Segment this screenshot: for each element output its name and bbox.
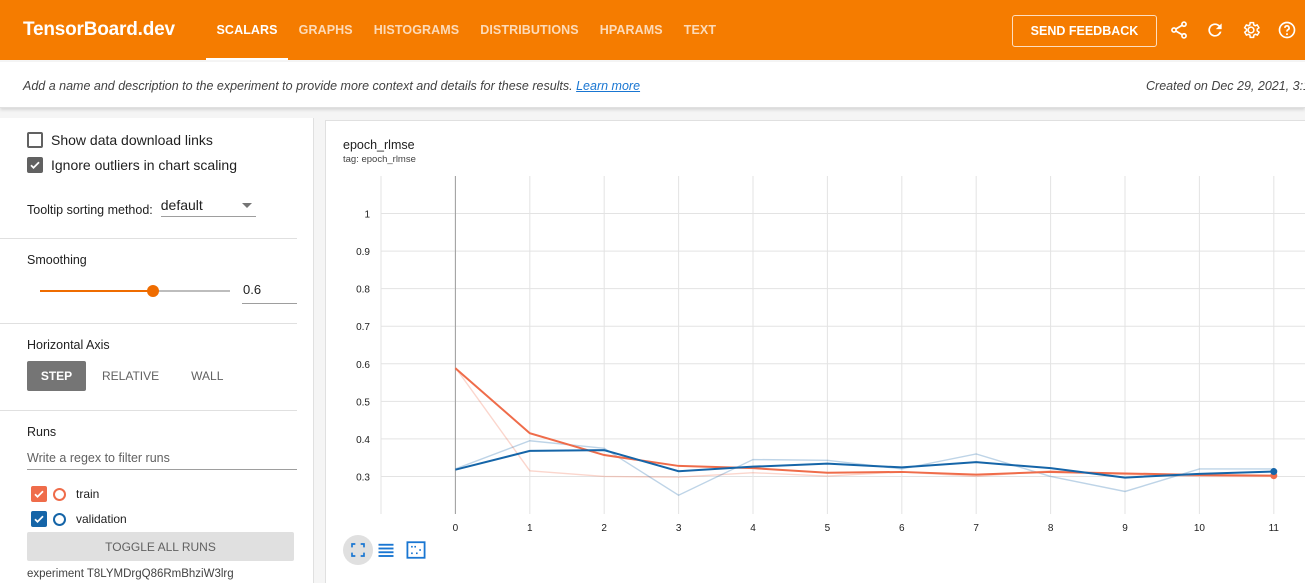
x-tick-label: 0: [453, 523, 459, 534]
runs-title: Runs: [27, 425, 57, 439]
refresh-icon[interactable]: [1204, 19, 1226, 41]
axis-relative-button[interactable]: RELATIVE: [102, 369, 160, 383]
run-color-circle-icon[interactable]: [53, 487, 66, 501]
x-tick-label: 1: [527, 523, 533, 534]
x-tick-label: 4: [750, 523, 756, 534]
log-scale-icon[interactable]: [371, 535, 401, 565]
y-tick-label: 0.5: [356, 397, 370, 408]
line-chart[interactable]: 0.30.40.50.60.70.80.910 1 2 3 4 5 6 7 8 9 10 11: [326, 121, 1305, 583]
axis-wall-button[interactable]: WALL: [191, 369, 224, 383]
series-end-point: [1270, 468, 1278, 476]
run-color-circle-icon[interactable]: [53, 512, 66, 526]
smoothing-value-input[interactable]: 0.6: [242, 279, 297, 304]
created-date: Created on Dec 29, 2021, 3:19: [1146, 79, 1305, 93]
top-app-bar: TensorBoard.dev SCALARS GRAPHS HISTOGRAM…: [0, 0, 1305, 60]
description-prompt[interactable]: Add a name and description to the experi…: [23, 79, 573, 93]
checkbox-checked-icon[interactable]: [31, 486, 47, 502]
x-tick-label: 8: [1048, 523, 1054, 534]
tooltip-sorting-select[interactable]: default: [160, 197, 256, 217]
description-text: Add a name and description to the experi…: [23, 79, 640, 93]
section-divider: [0, 410, 297, 411]
checkbox-checked-icon[interactable]: [27, 157, 43, 173]
smoothed-series-line: [455, 449, 1274, 479]
x-tick-label: 3: [676, 523, 682, 534]
show-download-links-label: Show data download links: [51, 132, 213, 148]
y-tick-label: 0.3: [356, 472, 370, 483]
tab-scalars[interactable]: SCALARS: [206, 0, 289, 60]
ignore-outliers-label: Ignore outliers in chart scaling: [51, 157, 237, 173]
y-tick-label: 0.8: [356, 285, 370, 296]
smoothed-series-line: [454, 367, 1274, 477]
y-tick-label: 0.6: [356, 360, 370, 371]
checkbox-checked-icon[interactable]: [31, 511, 47, 527]
tab-distributions[interactable]: DISTRIBUTIONS: [480, 23, 579, 37]
smoothing-slider-fill: [40, 290, 153, 292]
help-icon[interactable]: [1276, 19, 1298, 41]
x-tick-label: 7: [973, 523, 979, 534]
x-tick-label: 5: [825, 523, 831, 534]
brand-title[interactable]: TensorBoard.dev: [23, 19, 175, 40]
tooltip-sorting-value: default: [160, 197, 203, 213]
settings-sidebar: Show data download links Ignore outliers…: [0, 118, 314, 583]
y-tick-label: 1: [364, 210, 370, 221]
horizontal-axis-title: Horizontal Axis: [27, 338, 110, 352]
tooltip-sorting-label: Tooltip sorting method:: [27, 203, 153, 217]
run-item-validation[interactable]: validation: [31, 511, 127, 527]
toggle-all-runs-button[interactable]: TOGGLE ALL RUNS: [27, 532, 294, 561]
main-tabs: SCALARS GRAPHS HISTOGRAMS DISTRIBUTIONS …: [206, 0, 727, 60]
chart-tag: tag: epoch_rlmse: [343, 154, 416, 165]
x-tick-label: 11: [1269, 523, 1280, 534]
section-divider: [0, 323, 297, 324]
share-icon[interactable]: [1168, 19, 1190, 41]
smoothing-title: Smoothing: [27, 253, 87, 267]
tab-text[interactable]: TEXT: [683, 23, 717, 37]
learn-more-link[interactable]: Learn more: [576, 79, 641, 93]
smoothing-slider-thumb[interactable]: [147, 285, 159, 297]
x-tick-label: 6: [899, 523, 905, 534]
run-name: validation: [76, 512, 127, 526]
scalar-chart-card: epoch_rlmse tag: epoch_rlmse 0.3 0.4 0.5 0.…: [325, 120, 1305, 583]
section-divider: [0, 238, 297, 239]
horizontal-axis-toggle: STEP RELATIVE WALL: [27, 361, 239, 391]
x-tick-label: 2: [601, 523, 607, 534]
y-tick-label: 0.9: [356, 247, 370, 258]
raw-series-line: [454, 367, 1274, 478]
tab-histograms[interactable]: HISTOGRAMS: [373, 23, 460, 37]
fit-domain-icon[interactable]: [401, 535, 431, 565]
x-tick-label: 9: [1122, 523, 1128, 534]
y-tick-label: 0.4: [356, 435, 370, 446]
chart-title: epoch_rlmse: [343, 138, 415, 152]
runs-filter-input[interactable]: Write a regex to filter runs: [27, 451, 297, 470]
axis-step-button[interactable]: STEP: [27, 361, 86, 391]
run-item-train[interactable]: train: [31, 486, 99, 502]
x-tick-label: 10: [1194, 523, 1206, 534]
dropdown-arrow-icon: [241, 203, 252, 208]
show-download-links-checkbox[interactable]: Show data download links: [27, 132, 213, 148]
tab-graphs[interactable]: GRAPHS: [298, 23, 353, 37]
run-name: train: [76, 487, 100, 501]
checkbox-unchecked-icon[interactable]: [27, 132, 43, 148]
settings-icon[interactable]: [1240, 19, 1262, 41]
raw-series-line: [455, 440, 1274, 497]
y-tick-label: 0.7: [356, 322, 370, 333]
send-feedback-button[interactable]: SEND FEEDBACK: [1012, 15, 1157, 47]
experiment-description-bar: Add a name and description to the experi…: [0, 62, 1305, 108]
ignore-outliers-checkbox[interactable]: Ignore outliers in chart scaling: [27, 157, 237, 173]
tab-hparams[interactable]: HPARAMS: [599, 23, 663, 37]
fullscreen-icon[interactable]: [343, 535, 373, 565]
tooltip-sorting: Tooltip sorting method: default: [27, 197, 256, 217]
experiment-id: experiment T8LYMDrgQ86RmBhziW3lrg: [27, 568, 234, 580]
